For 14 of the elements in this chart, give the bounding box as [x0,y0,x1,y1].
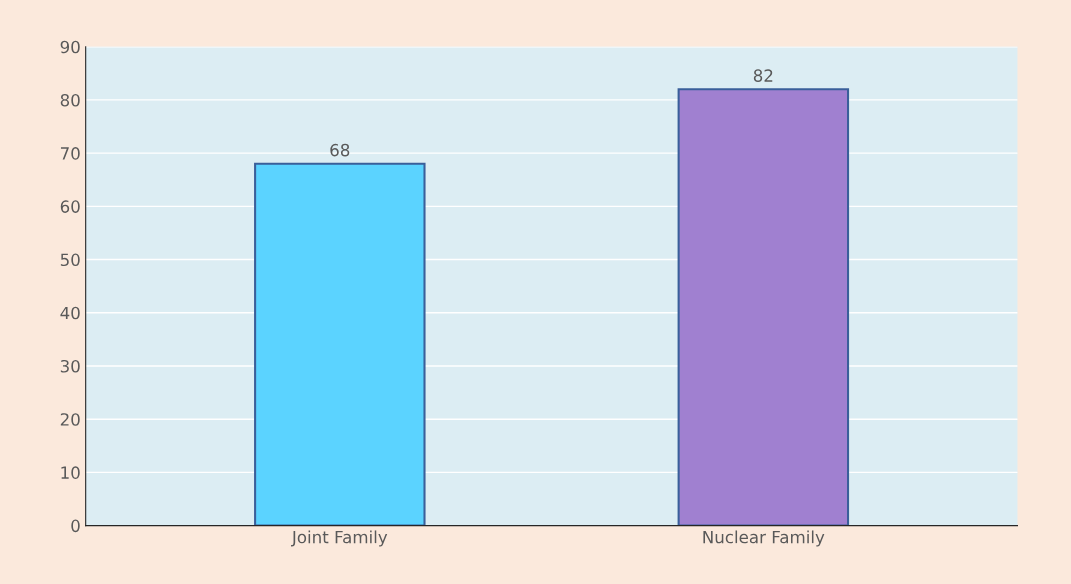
y-tick-label: 0 [71,519,80,533]
data-label: 82 [753,69,773,82]
data-label: 68 [330,143,350,157]
y-tick-label: 20 [60,413,80,426]
y-tick-label: 70 [60,147,80,160]
y-tick-label: 80 [60,93,80,107]
x-tick-label: Joint Family [291,530,388,547]
y-tick-label: 30 [60,359,80,373]
y-tick-label: 60 [60,200,80,213]
y-tick-label: 10 [61,466,80,479]
y-tick-label: 40 [60,306,80,320]
x-tick-label: Nuclear Family [703,530,825,547]
y-tick-label: 90 [60,40,80,54]
y-tick-label: 50 [60,253,80,267]
